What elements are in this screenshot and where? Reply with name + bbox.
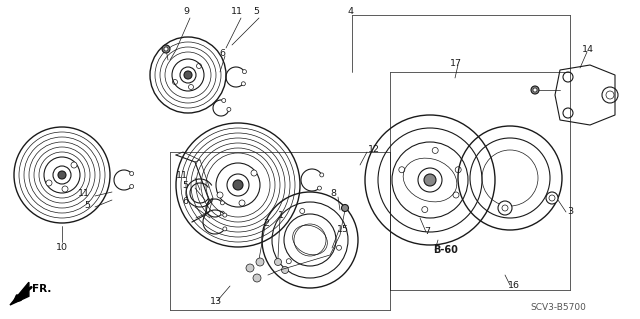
Text: 1: 1: [278, 211, 284, 219]
Text: 10: 10: [56, 243, 68, 253]
Text: 11: 11: [176, 170, 188, 180]
Text: 12: 12: [368, 145, 380, 154]
Text: 4: 4: [347, 8, 353, 17]
Text: 9: 9: [183, 8, 189, 17]
Circle shape: [130, 184, 134, 189]
Text: FR.: FR.: [32, 284, 51, 294]
Text: 5: 5: [182, 182, 188, 190]
Circle shape: [531, 86, 539, 94]
Circle shape: [546, 192, 558, 204]
Circle shape: [241, 82, 245, 86]
Circle shape: [221, 99, 226, 102]
Text: 16: 16: [508, 281, 520, 291]
Circle shape: [251, 170, 257, 176]
Text: 15: 15: [337, 225, 349, 234]
Text: 8: 8: [330, 189, 336, 197]
Text: 6: 6: [182, 197, 188, 206]
Circle shape: [239, 200, 245, 206]
Text: 5: 5: [253, 8, 259, 17]
Circle shape: [253, 274, 261, 282]
Circle shape: [164, 47, 168, 51]
Circle shape: [275, 258, 282, 265]
Circle shape: [498, 201, 512, 215]
Text: 3: 3: [567, 207, 573, 217]
Circle shape: [162, 45, 170, 53]
Text: B-60: B-60: [433, 245, 458, 255]
Text: 6: 6: [219, 49, 225, 58]
Text: 2: 2: [263, 219, 269, 227]
Circle shape: [223, 213, 227, 217]
Text: 17: 17: [450, 58, 462, 68]
Circle shape: [71, 162, 77, 168]
Circle shape: [58, 171, 66, 179]
Circle shape: [184, 71, 192, 79]
Circle shape: [424, 174, 436, 186]
Text: 11: 11: [231, 8, 243, 17]
Circle shape: [220, 211, 225, 215]
Circle shape: [282, 266, 289, 273]
Circle shape: [320, 173, 324, 177]
Text: SCV3-B5700: SCV3-B5700: [530, 303, 586, 313]
Circle shape: [317, 186, 321, 190]
Circle shape: [130, 172, 134, 175]
Text: 5: 5: [84, 201, 90, 210]
Circle shape: [220, 201, 225, 205]
Circle shape: [533, 88, 537, 92]
Circle shape: [243, 70, 246, 74]
Text: 7: 7: [424, 226, 430, 235]
Circle shape: [256, 258, 264, 266]
Circle shape: [342, 204, 349, 211]
Polygon shape: [10, 282, 29, 305]
Text: 13: 13: [210, 298, 222, 307]
Circle shape: [246, 264, 254, 272]
Circle shape: [217, 192, 223, 198]
Circle shape: [62, 186, 68, 192]
Circle shape: [46, 180, 52, 186]
Circle shape: [223, 227, 227, 231]
Text: 11: 11: [78, 189, 90, 197]
Text: 14: 14: [582, 46, 594, 55]
Circle shape: [227, 108, 231, 111]
Circle shape: [233, 180, 243, 190]
